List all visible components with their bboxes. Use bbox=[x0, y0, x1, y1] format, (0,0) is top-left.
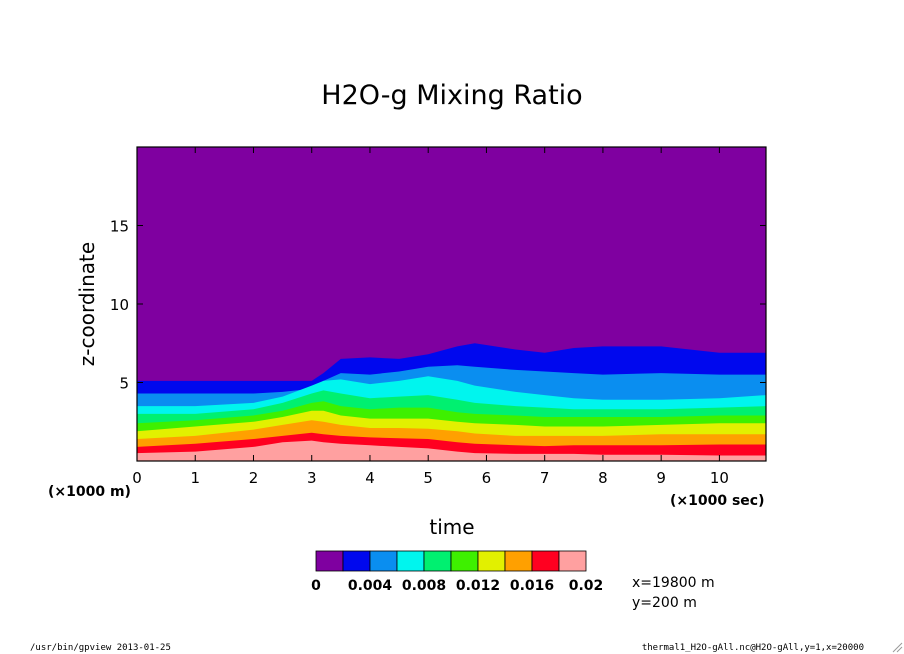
x-tick-label: 4 bbox=[365, 469, 375, 487]
x-tick-label: 0 bbox=[132, 469, 142, 487]
y-position-info: y=200 m bbox=[632, 595, 697, 611]
colorbar-tick-label: 0.012 bbox=[456, 578, 500, 594]
x-tick-label: 10 bbox=[710, 469, 729, 487]
colorbar-cell bbox=[369, 550, 398, 572]
footer-left: /usr/bin/gpview 2013-01-25 bbox=[30, 643, 171, 653]
x-tick-label: 3 bbox=[307, 469, 317, 487]
y-unit-label: (×1000 m) bbox=[48, 484, 131, 500]
colorbar-cell bbox=[504, 550, 533, 572]
y-axis-ticks: 5 10 15 bbox=[110, 218, 766, 393]
band-9 bbox=[137, 440, 766, 461]
colorbar-cell bbox=[342, 550, 371, 572]
chart-title: H2O-g Mixing Ratio bbox=[321, 80, 582, 111]
x-tick-label: 2 bbox=[249, 469, 259, 487]
x-tick-label: 9 bbox=[656, 469, 666, 487]
x-unit-label: (×1000 sec) bbox=[670, 493, 765, 509]
x-tick-label: 5 bbox=[423, 469, 433, 487]
plot-area bbox=[137, 147, 766, 461]
colorbar-tick-label: 0.02 bbox=[569, 578, 604, 594]
y-tick-label: 15 bbox=[110, 218, 129, 236]
colorbar-cell bbox=[423, 550, 452, 572]
x-axis-ticks: 0 1 2 3 4 5 6 7 8 9 10 bbox=[132, 147, 729, 487]
resize-grip-icon[interactable] bbox=[892, 642, 903, 653]
colorbar-cell bbox=[558, 550, 587, 572]
colorbar-tick-labels: 0 0.004 0.008 0.012 0.016 0.02 bbox=[311, 578, 603, 594]
colorbar-tick-label: 0 bbox=[311, 578, 321, 594]
colorbar-tick-label: 0.016 bbox=[510, 578, 554, 594]
x-position-info: x=19800 m bbox=[632, 575, 715, 591]
x-axis-label: time bbox=[429, 515, 474, 539]
x-tick-label: 7 bbox=[540, 469, 550, 487]
y-tick-label: 5 bbox=[119, 375, 129, 393]
colorbar-cell bbox=[531, 550, 560, 572]
colorbar-cell bbox=[477, 550, 506, 572]
colorbar-cell bbox=[450, 550, 479, 572]
y-axis-label: z-coordinate bbox=[75, 242, 99, 366]
colorbar-cell bbox=[396, 550, 425, 572]
y-tick-label: 10 bbox=[110, 296, 129, 314]
x-tick-label: 6 bbox=[482, 469, 492, 487]
colorbar bbox=[315, 550, 587, 572]
footer-right: thermal1_H2O-gAll.nc@H2O-gAll,y=1,x=2000… bbox=[642, 643, 864, 653]
x-tick-label: 1 bbox=[190, 469, 200, 487]
colorbar-cell bbox=[315, 550, 344, 572]
colorbar-tick-label: 0.004 bbox=[348, 578, 393, 594]
colorbar-tick-label: 0.008 bbox=[402, 578, 446, 594]
x-tick-label: 8 bbox=[598, 469, 608, 487]
